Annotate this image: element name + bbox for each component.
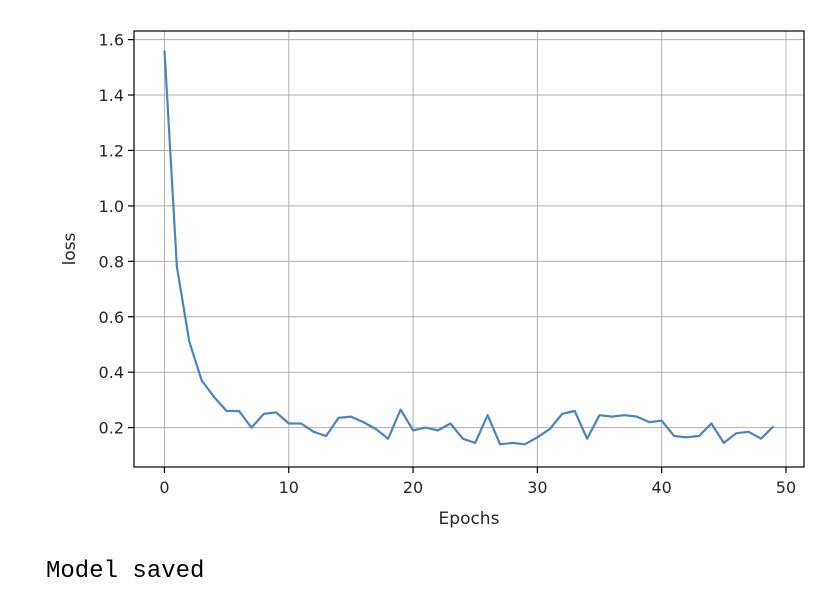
ticks (128, 38, 787, 473)
x-tick-label: 30 (527, 478, 547, 497)
x-tick-label: 0 (159, 478, 169, 497)
y-tick-label: 0.4 (99, 363, 124, 382)
grid (134, 31, 804, 467)
plot-frame (133, 30, 805, 468)
loss-series-line (163, 50, 775, 446)
y-axis-label: loss (60, 232, 80, 265)
x-tick-label: 20 (403, 478, 423, 497)
x-tick-label: 50 (776, 478, 796, 497)
y-tick-label: 1.6 (99, 31, 124, 50)
y-tick-label: 1.0 (99, 197, 124, 216)
loss-chart: 0 10 20 30 40 50 0.2 0.4 0.6 0.8 1.0 1.2 1.4 1.6 Epoc… (60, 30, 805, 529)
x-tick-label: 40 (651, 478, 671, 497)
x-tick-label: 10 (279, 478, 299, 497)
y-tick-label: 0.2 (99, 419, 124, 438)
model-saved-message: Model saved (46, 558, 205, 585)
y-tick-label: 0.8 (99, 252, 124, 271)
tick-labels: 0 10 20 30 40 50 0.2 0.4 0.6 0.8 1.0 1.2 1.4 1.6 (99, 31, 797, 497)
y-tick-label: 0.6 (99, 308, 124, 327)
x-axis-label: Epochs (439, 509, 500, 529)
y-tick-label: 1.2 (99, 141, 124, 160)
y-tick-label: 1.4 (99, 86, 124, 105)
